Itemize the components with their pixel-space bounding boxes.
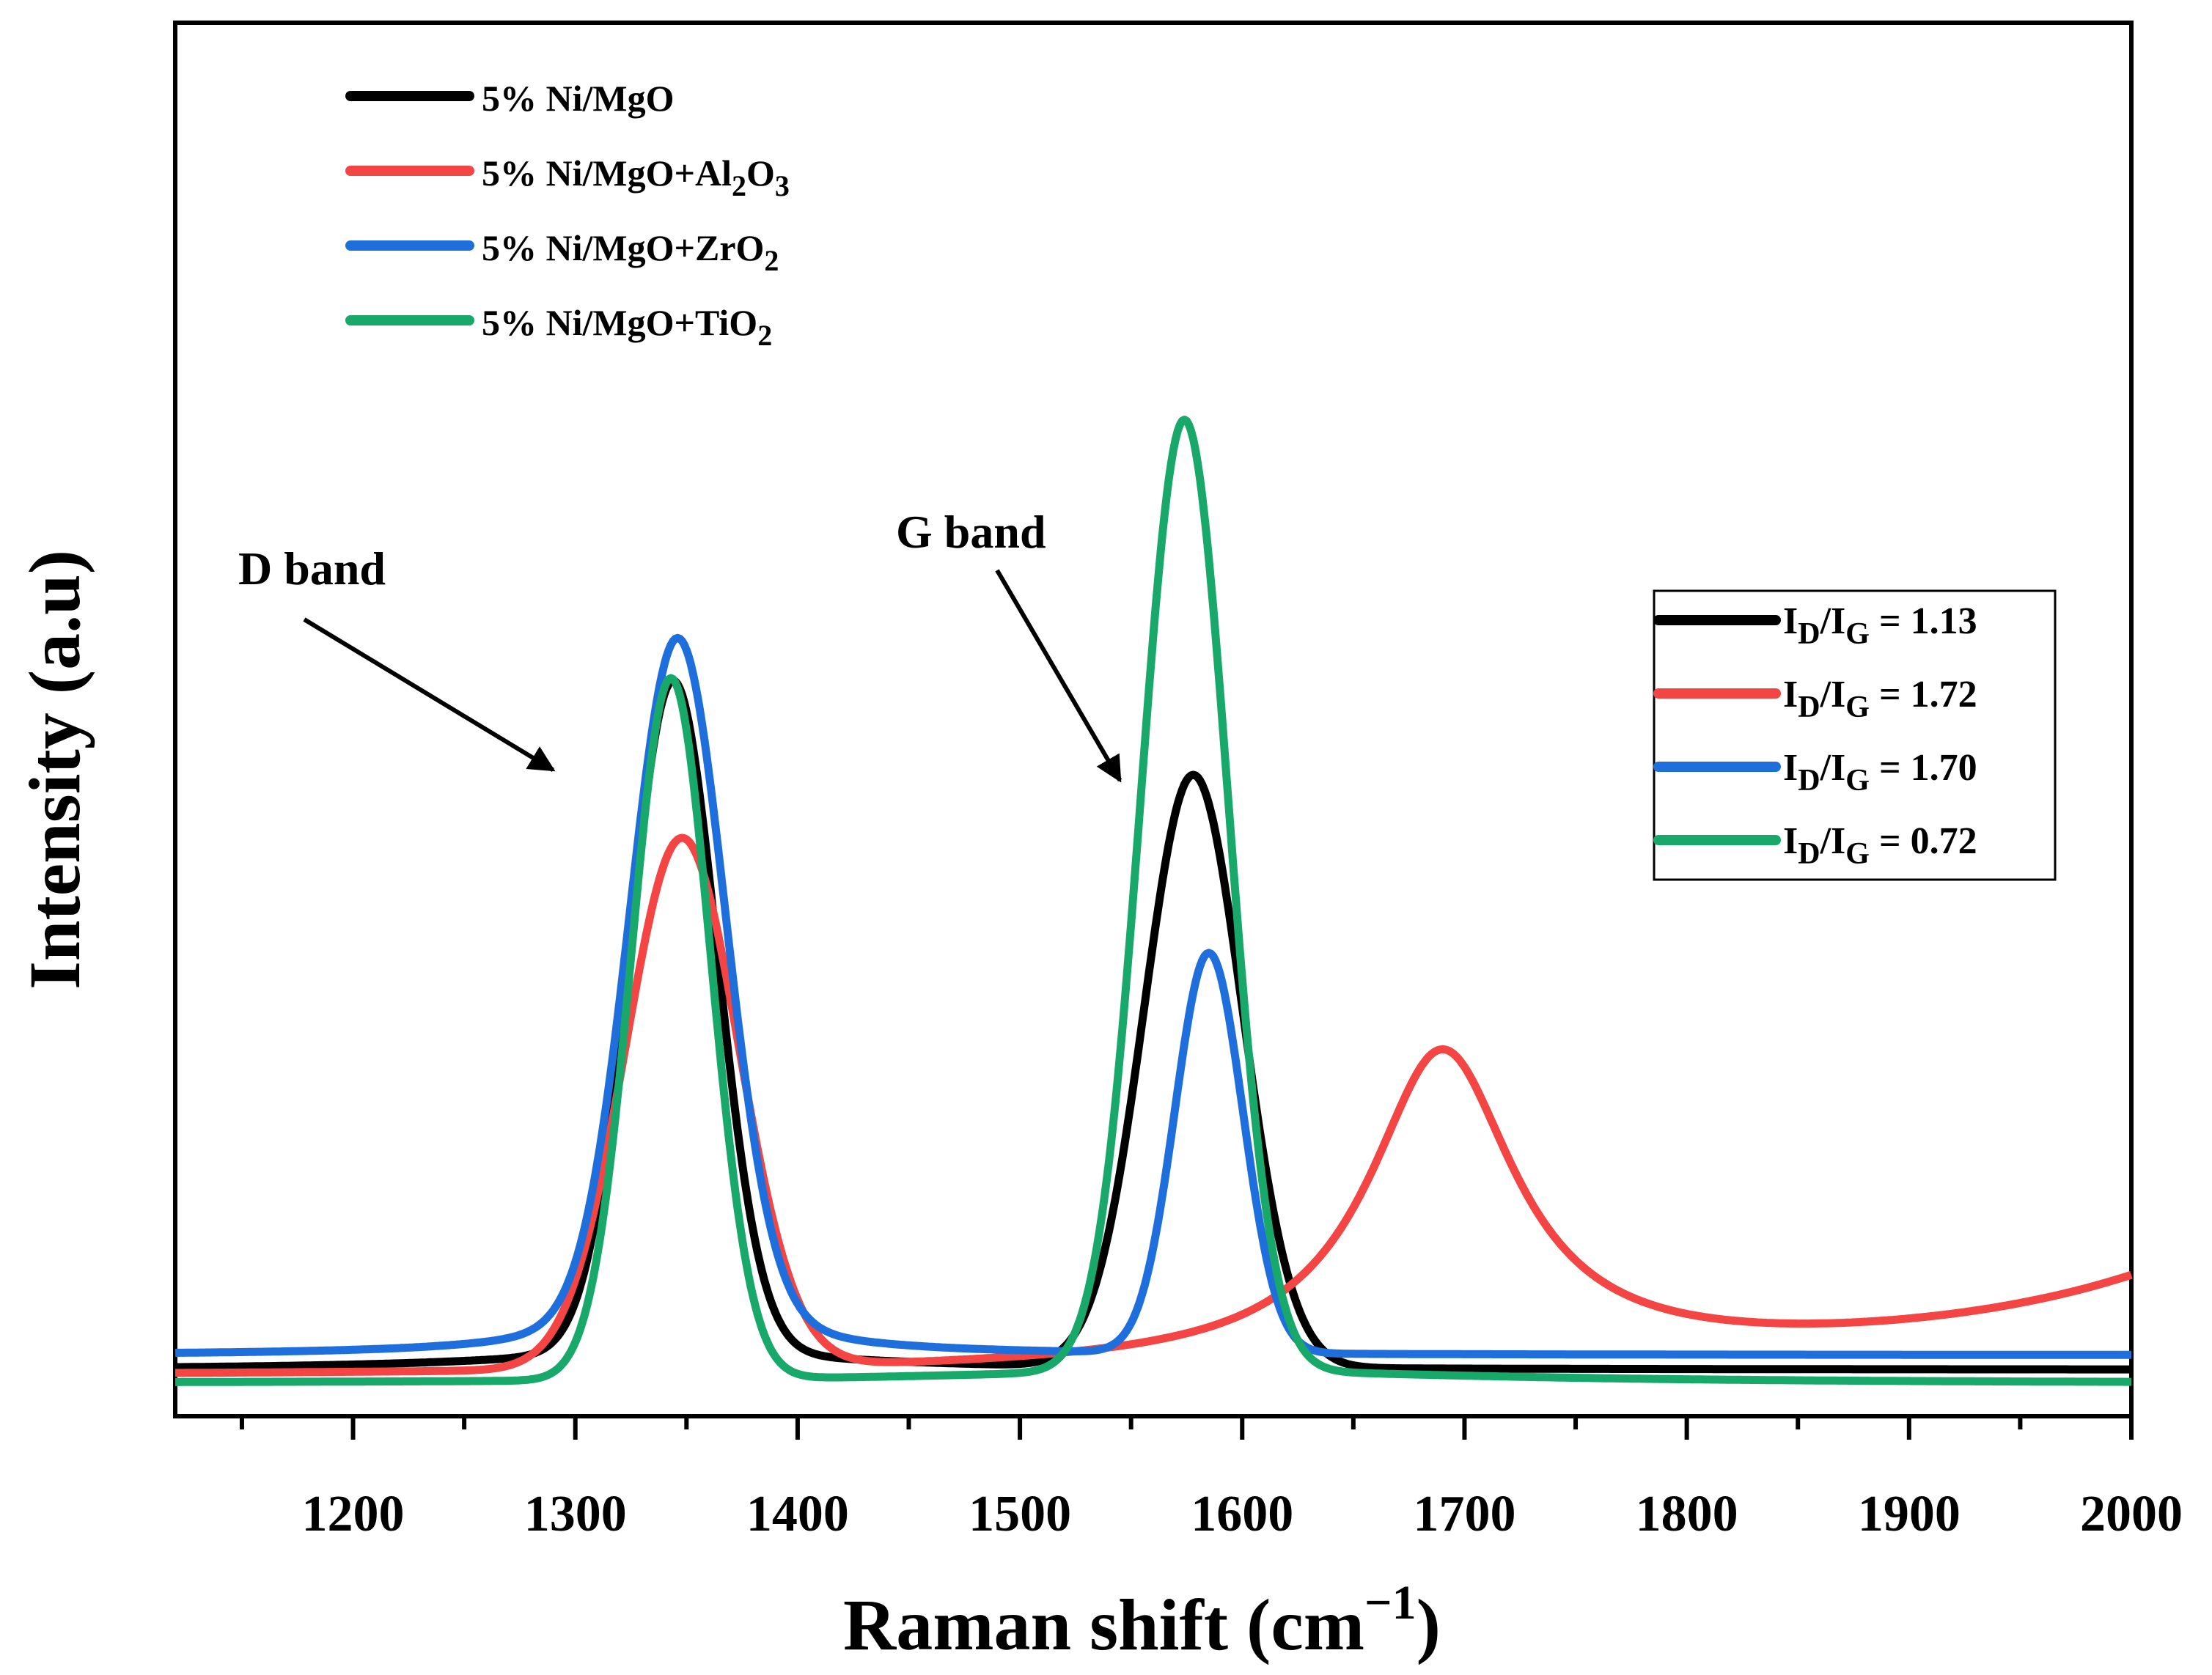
annotation-label-0: D band xyxy=(238,542,386,594)
x-axis-label-close: ) xyxy=(1417,1584,1441,1665)
ratio-label-0: ID/IG = 1.13 xyxy=(1783,600,1977,651)
x-axis-label-main: Raman shift (cm xyxy=(843,1584,1364,1665)
x-tick-label: 1700 xyxy=(1413,1486,1515,1542)
x-tick-label: 1300 xyxy=(524,1486,627,1542)
legend-label-0: 5% Ni/MgO xyxy=(482,78,674,119)
ratio-legend-box xyxy=(1653,589,2057,881)
x-axis-label-sup: −1 xyxy=(1364,1576,1417,1630)
ratio-label-2: ID/IG = 1.70 xyxy=(1783,747,1977,798)
x-tick-label: 2000 xyxy=(2080,1486,2183,1542)
y-axis-label: Intensity (a.u) xyxy=(14,550,95,990)
legend-label-1: 5% Ni/MgO+Al2O3 xyxy=(482,152,790,202)
legend-label-3: 5% Ni/MgO+TiO2 xyxy=(482,302,772,352)
series-legend: 5% Ni/MgO 5% Ni/MgO+Al2O3 5% Ni/MgO+ZrO2 5%… xyxy=(345,78,790,352)
series-line-1 xyxy=(173,833,2134,1377)
series-line-2 xyxy=(173,633,2134,1359)
x-tick-label: 1800 xyxy=(1636,1486,1738,1542)
x-tick-label: 1500 xyxy=(969,1486,1071,1542)
legend-label-2: 5% Ni/MgO+ZrO2 xyxy=(482,227,779,277)
band-annotations: D band G band xyxy=(238,506,1122,783)
ratio-label-3: ID/IG = 0.72 xyxy=(1783,820,1977,871)
plot-frame xyxy=(173,21,2134,1418)
x-axis-label: Raman shift (cm−1) xyxy=(843,1576,1441,1665)
x-tick-label: 1200 xyxy=(302,1486,405,1542)
annotation-arrow-1 xyxy=(995,569,1122,783)
series-line-0 xyxy=(173,676,2134,1374)
annotation-arrow-0 xyxy=(303,617,556,772)
x-tick-label: 1400 xyxy=(746,1486,849,1542)
x-axis-ticks: 1200 1300 1400 1500 1600 1700 1800 1900 2000 xyxy=(239,1416,2183,1542)
x-tick-label: 1900 xyxy=(1858,1486,1961,1542)
x-tick-label: 1600 xyxy=(1191,1486,1293,1542)
annotation-label-1: G band xyxy=(896,506,1046,558)
series-line-3 xyxy=(173,416,2134,1386)
ratio-label-1: ID/IG = 1.72 xyxy=(1783,674,1977,724)
series-layer xyxy=(173,416,2134,1386)
ratio-legend: ID/IG = 1.13 ID/IG = 1.72 ID/IG = 1.70 ID/I… xyxy=(1653,589,2057,881)
